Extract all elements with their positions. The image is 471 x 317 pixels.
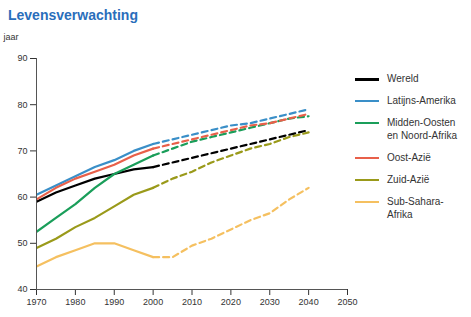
html-text:Levensverwachting: Levensverwachting xyxy=(8,7,138,23)
svg-text:jaar: jaar xyxy=(3,32,19,42)
html-text:Midden-Oosten en Noord-Afrika: Midden-Oosten en Noord-Afrika xyxy=(387,117,457,141)
svg-text:40: 40 xyxy=(17,284,27,294)
svg-text:60: 60 xyxy=(17,192,27,202)
svg-text:50: 50 xyxy=(17,238,27,248)
html-text:Sub-Sahara-Afrika: Sub-Sahara-Afrika xyxy=(387,196,444,220)
svg-text:2000: 2000 xyxy=(143,297,163,307)
svg-text:2050: 2050 xyxy=(337,297,357,307)
svg-text:2040: 2040 xyxy=(299,297,319,307)
svg-text:1980: 1980 xyxy=(65,297,85,307)
svg-text:2020: 2020 xyxy=(221,297,241,307)
svg-text:80: 80 xyxy=(17,100,27,110)
svg-text:1990: 1990 xyxy=(104,297,124,307)
svg-text:1970: 1970 xyxy=(26,297,46,307)
svg-text:2010: 2010 xyxy=(182,297,202,307)
svg-text:90: 90 xyxy=(17,53,27,63)
svg-text:70: 70 xyxy=(17,146,27,156)
html-text:Oost-Azië: Oost-Azië xyxy=(387,152,431,163)
html-text:Zuid-Azië: Zuid-Azië xyxy=(387,174,430,185)
svg-text:2030: 2030 xyxy=(260,297,280,307)
html-text:Wereld: Wereld xyxy=(387,73,419,84)
html-text:Latijns-Amerika: Latijns-Amerika xyxy=(387,95,456,106)
